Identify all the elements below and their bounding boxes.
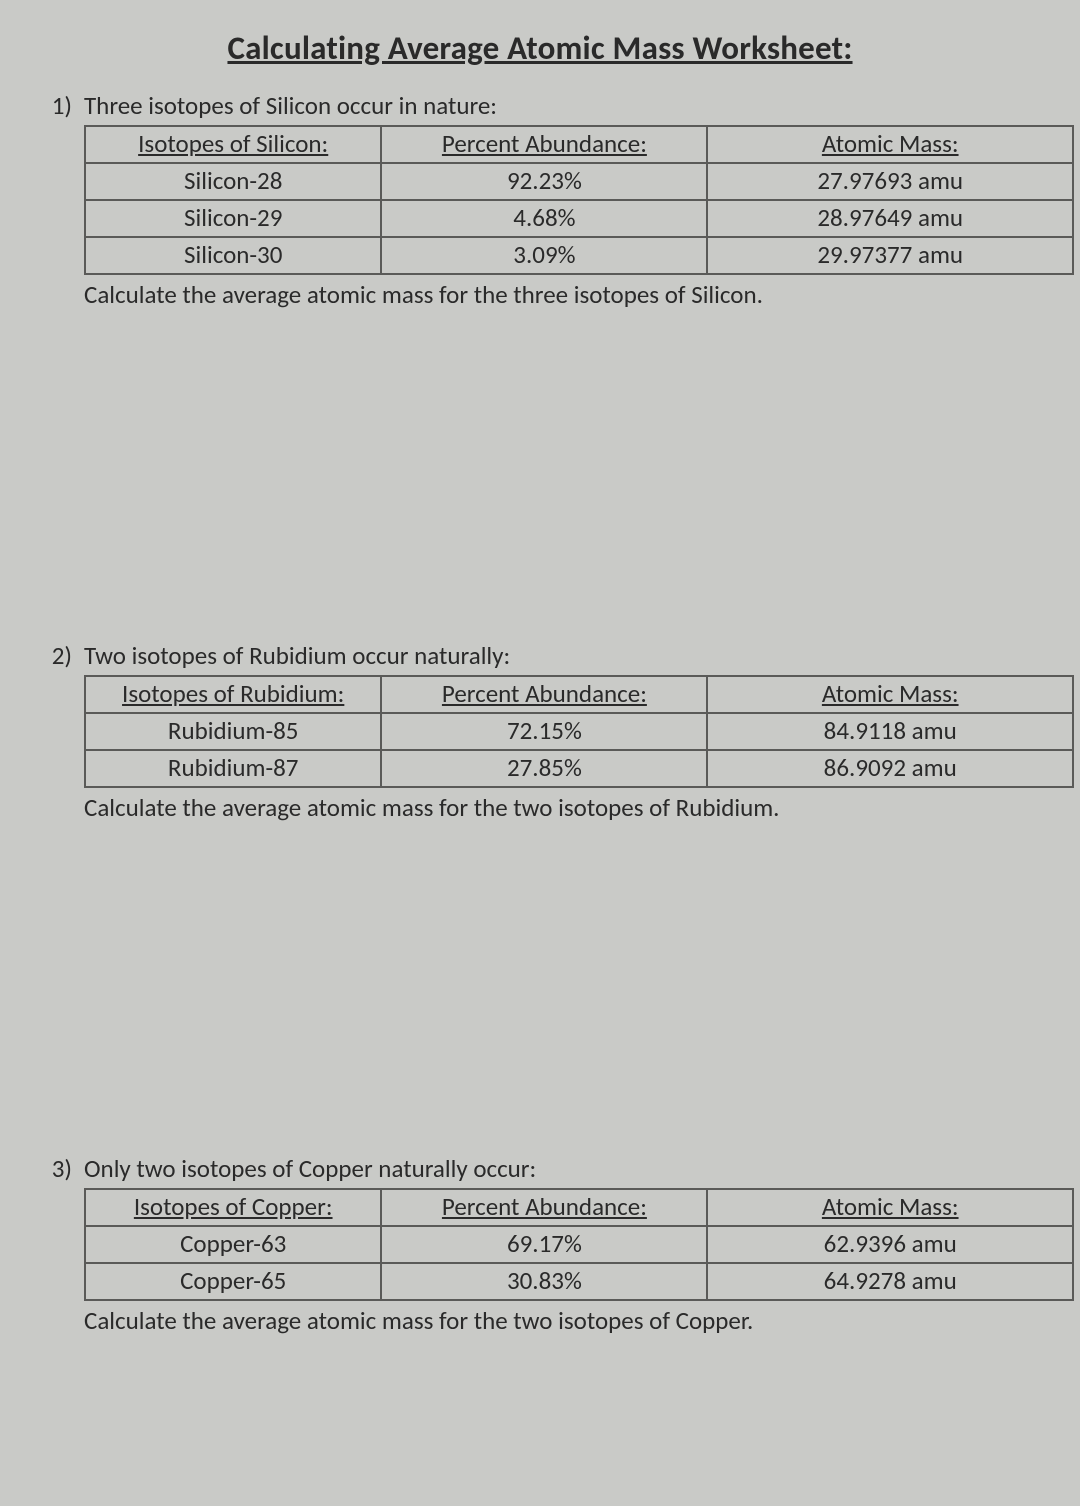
rubidium-isotope-table: Isotopes of Rubidium: Percent Abundance:… [84,675,1074,788]
question-1-instruction: Calculate the average atomic mass for th… [84,279,1050,310]
col-header-isotope: Isotopes of Silicon: [85,126,381,163]
table-header-row: Isotopes of Rubidium: Percent Abundance:… [85,676,1073,713]
worksheet-page: Calculating Average Atomic Mass Workshee… [0,0,1080,1506]
question-3-number: 3) [30,1153,84,1184]
cell-isotope-name: Rubidium-87 [85,750,381,787]
question-2: 2) Two isotopes of Rubidium occur natura… [30,640,1050,823]
table-header-row: Isotopes of Silicon: Percent Abundance: … [85,126,1073,163]
table-row: Silicon-28 92.23% 27.97693 amu [85,163,1073,200]
cell-isotope-name: Rubidium-85 [85,713,381,750]
cell-abundance: 72.15% [381,713,707,750]
cell-isotope-name: Silicon-30 [85,237,381,274]
cell-mass: 29.97377 amu [707,237,1073,274]
page-title: Calculating Average Atomic Mass Workshee… [30,28,1050,68]
question-2-number: 2) [30,640,84,671]
col-header-mass: Atomic Mass: [707,1189,1073,1226]
question-1-prompt: Three isotopes of Silicon occur in natur… [84,90,1050,121]
question-3: 3) Only two isotopes of Copper naturally… [30,1153,1050,1336]
cell-mass: 64.9278 amu [707,1263,1073,1300]
copper-isotope-table: Isotopes of Copper: Percent Abundance: A… [84,1188,1074,1301]
cell-abundance: 4.68% [381,200,707,237]
cell-isotope-name: Copper-63 [85,1226,381,1263]
cell-abundance: 3.09% [381,237,707,274]
table-row: Rubidium-87 27.85% 86.9092 amu [85,750,1073,787]
col-header-mass: Atomic Mass: [707,676,1073,713]
col-header-abundance: Percent Abundance: [381,1189,707,1226]
question-1-number: 1) [30,90,84,121]
question-2-prompt-line: 2) Two isotopes of Rubidium occur natura… [30,640,1050,671]
table-row: Silicon-29 4.68% 28.97649 amu [85,200,1073,237]
cell-mass: 62.9396 amu [707,1226,1073,1263]
table-row: Silicon-30 3.09% 29.97377 amu [85,237,1073,274]
col-header-mass: Atomic Mass: [707,126,1073,163]
cell-mass: 27.97693 amu [707,163,1073,200]
col-header-abundance: Percent Abundance: [381,126,707,163]
cell-abundance: 30.83% [381,1263,707,1300]
col-header-isotope: Isotopes of Rubidium: [85,676,381,713]
cell-abundance: 69.17% [381,1226,707,1263]
table-row: Copper-63 69.17% 62.9396 amu [85,1226,1073,1263]
question-1: 1) Three isotopes of Silicon occur in na… [30,90,1050,310]
cell-mass: 84.9118 amu [707,713,1073,750]
cell-mass: 28.97649 amu [707,200,1073,237]
table-header-row: Isotopes of Copper: Percent Abundance: A… [85,1189,1073,1226]
question-3-instruction: Calculate the average atomic mass for th… [84,1305,1050,1336]
question-3-prompt: Only two isotopes of Copper naturally oc… [84,1153,1050,1184]
cell-isotope-name: Silicon-29 [85,200,381,237]
cell-abundance: 92.23% [381,163,707,200]
col-header-abundance: Percent Abundance: [381,676,707,713]
cell-isotope-name: Silicon-28 [85,163,381,200]
question-3-prompt-line: 3) Only two isotopes of Copper naturally… [30,1153,1050,1184]
table-row: Copper-65 30.83% 64.9278 amu [85,1263,1073,1300]
question-2-prompt: Two isotopes of Rubidium occur naturally… [84,640,1050,671]
table-row: Rubidium-85 72.15% 84.9118 amu [85,713,1073,750]
silicon-isotope-table: Isotopes of Silicon: Percent Abundance: … [84,125,1074,275]
cell-mass: 86.9092 amu [707,750,1073,787]
question-2-instruction: Calculate the average atomic mass for th… [84,792,1050,823]
cell-isotope-name: Copper-65 [85,1263,381,1300]
col-header-isotope: Isotopes of Copper: [85,1189,381,1226]
cell-abundance: 27.85% [381,750,707,787]
question-1-prompt-line: 1) Three isotopes of Silicon occur in na… [30,90,1050,121]
